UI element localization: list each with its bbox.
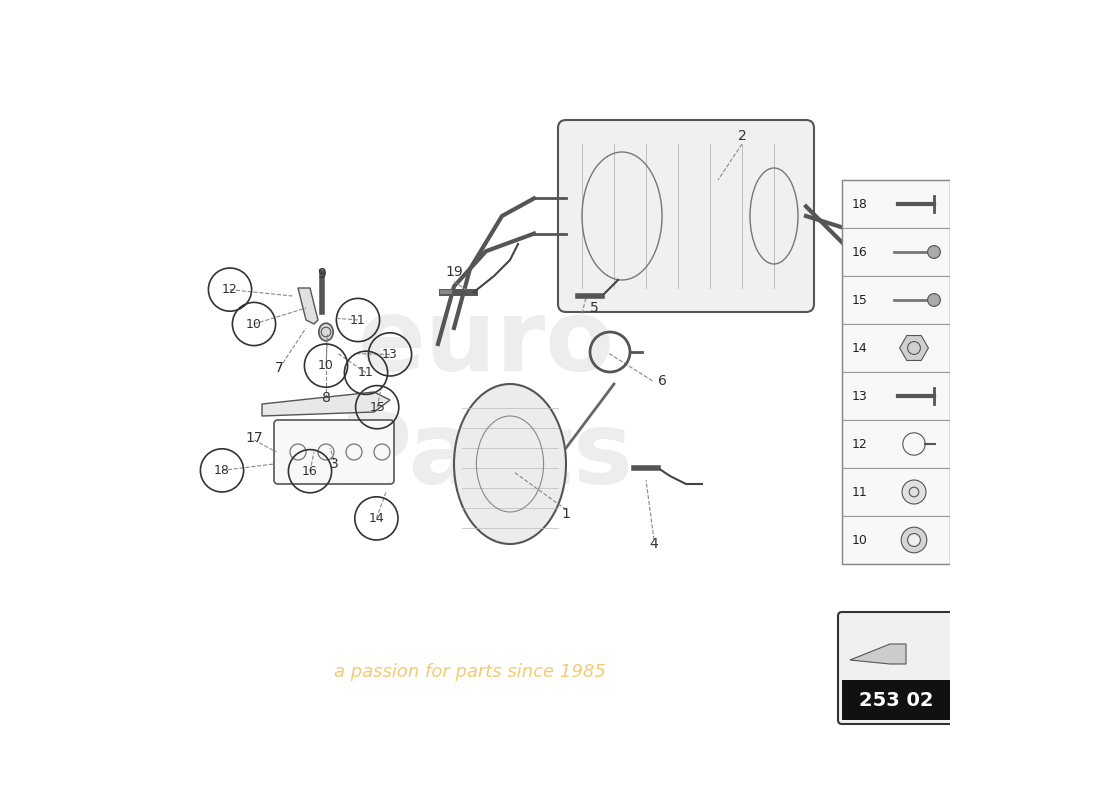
Text: 13: 13	[851, 390, 867, 402]
Bar	[842, 372, 950, 420]
Circle shape	[901, 527, 927, 553]
Text: 11: 11	[851, 486, 867, 498]
Circle shape	[902, 480, 926, 504]
Ellipse shape	[454, 384, 566, 544]
Text: 16: 16	[851, 246, 867, 258]
Text: 1: 1	[562, 506, 571, 521]
Bar	[842, 420, 950, 468]
Circle shape	[927, 294, 940, 306]
Text: 15: 15	[851, 294, 868, 306]
Text: 5: 5	[590, 301, 598, 315]
FancyBboxPatch shape	[274, 420, 394, 484]
Text: 6: 6	[658, 374, 667, 388]
Bar	[842, 324, 950, 372]
Text: 12: 12	[222, 283, 238, 296]
Polygon shape	[262, 392, 390, 416]
Text: 18: 18	[851, 198, 868, 210]
Text: 11: 11	[350, 314, 366, 326]
Bar	[842, 468, 950, 516]
Ellipse shape	[319, 323, 333, 341]
Text: 13: 13	[382, 348, 398, 361]
Text: 10: 10	[851, 534, 868, 546]
Bar	[842, 180, 950, 228]
Text: 11: 11	[359, 366, 374, 379]
Bar	[842, 228, 950, 276]
Text: euro
Parts: euro Parts	[339, 295, 634, 505]
Text: 10: 10	[246, 318, 262, 330]
FancyBboxPatch shape	[838, 612, 954, 724]
Text: 17: 17	[245, 430, 263, 445]
Bar	[842, 180, 950, 564]
Text: 10: 10	[318, 359, 334, 372]
Text: 18: 18	[214, 464, 230, 477]
Circle shape	[927, 246, 940, 258]
Bar	[842, 516, 950, 564]
Polygon shape	[900, 335, 928, 361]
Circle shape	[908, 534, 921, 546]
Text: 253 02: 253 02	[859, 690, 933, 710]
Text: 15: 15	[370, 401, 385, 414]
Text: 4: 4	[650, 537, 659, 551]
Text: a passion for parts since 1985: a passion for parts since 1985	[334, 663, 606, 681]
Text: 16: 16	[302, 465, 318, 478]
Text: 19: 19	[446, 265, 463, 279]
Bar	[842, 276, 950, 324]
Text: 14: 14	[368, 512, 384, 525]
Bar	[842, 680, 950, 720]
Text: 3: 3	[330, 457, 339, 471]
Text: 12: 12	[851, 438, 867, 450]
Polygon shape	[850, 644, 906, 664]
Text: 14: 14	[851, 342, 867, 354]
Text: 8: 8	[321, 391, 330, 406]
Text: 9: 9	[318, 266, 327, 281]
Text: 7: 7	[275, 361, 284, 375]
Polygon shape	[298, 288, 318, 324]
FancyBboxPatch shape	[558, 120, 814, 312]
Text: 2: 2	[738, 129, 747, 143]
